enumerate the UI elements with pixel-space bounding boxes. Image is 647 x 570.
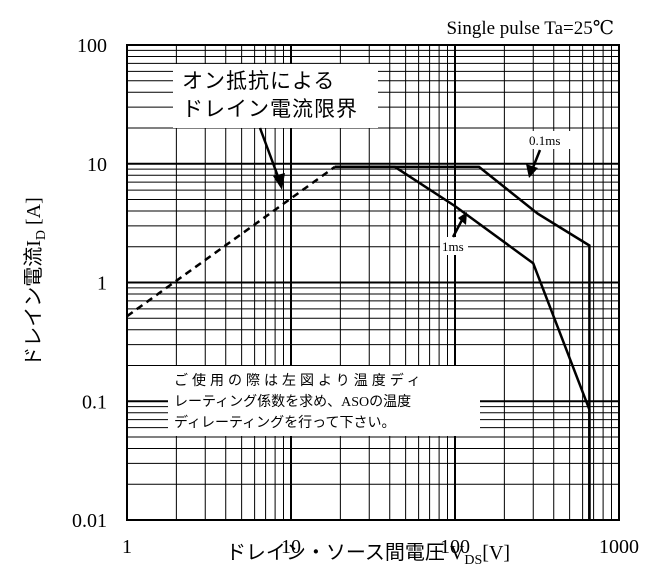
x-axis-label-sub: DS (464, 553, 482, 565)
x-tick-label: 100 (440, 536, 470, 558)
on-resistance-label-box (173, 64, 378, 128)
label-01ms-box (527, 131, 571, 149)
series-line-01ms (334, 165, 591, 520)
y-axis-label-unit: [A] (23, 197, 45, 230)
x-tick-label: 1000 (599, 536, 639, 558)
on-resistance-arrowhead (273, 173, 285, 190)
series-line-1ms (334, 165, 591, 520)
note-line1: ご使用の際は左図より温度ディ (174, 372, 425, 389)
x-tick-label: 1 (122, 536, 132, 558)
note-box (168, 366, 480, 436)
on-resistance-leader (258, 127, 282, 183)
tick-labels: 1 10 100 1000 0.01 0.1 1 10 100 (72, 35, 639, 558)
label-1ms-leader (451, 219, 464, 238)
y-tick-label: 100 (77, 35, 107, 57)
label-1ms-box (440, 237, 468, 255)
y-tick-label: 10 (87, 154, 107, 176)
y-tick-label: 0.1 (82, 391, 107, 413)
y-tick-label: 0.01 (72, 510, 107, 532)
label-01ms-arrowhead (526, 164, 538, 178)
on-resistance-label-line2: ドレイン電流限界 (182, 97, 358, 121)
plot-frame (126, 44, 620, 521)
chart-title: Single pulse Ta=25℃ (446, 18, 614, 39)
series-layer (126, 165, 591, 520)
y-axis-label-text: ドレイン電流I (22, 240, 45, 367)
note-line2: レーティング係数を求め、ASOの温度 (174, 394, 411, 410)
on-resistance-label-line1: オン抵抗による (182, 69, 335, 93)
label-1ms-arrowhead (458, 212, 467, 225)
y-axis-label: ドレイン電流ID [A] (22, 197, 49, 367)
series-line-limit (126, 165, 336, 318)
x-axis-label: ドレイン・ソース間電圧 VDS[V] (226, 542, 510, 565)
label-01ms: 0.1ms (529, 133, 560, 148)
y-axis-label-sub: D (34, 230, 49, 240)
label-1ms: 1ms (442, 239, 464, 254)
x-tick-label: 10 (281, 536, 301, 558)
x-axis-label-text: ドレイン・ソース間電圧 V (226, 542, 465, 564)
note-line3: ディレーティングを行って下さい。 (174, 414, 395, 431)
x-axis-label-unit: [V] (482, 542, 510, 564)
y-tick-label: 1 (97, 273, 107, 295)
